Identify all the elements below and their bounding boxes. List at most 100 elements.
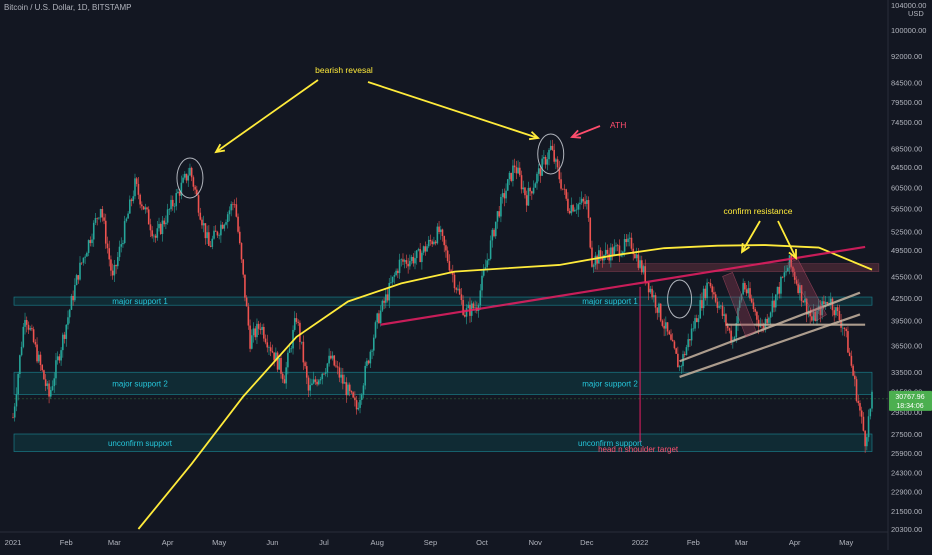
candle-body <box>864 430 866 447</box>
candle-body <box>340 374 342 378</box>
candle-body <box>343 382 346 384</box>
candle-body <box>86 252 88 257</box>
candle-body <box>694 318 696 329</box>
candle-body <box>190 167 193 178</box>
candle-body <box>580 198 583 203</box>
candle-body <box>159 223 162 235</box>
candle-body <box>55 360 57 379</box>
candle-body <box>410 256 413 261</box>
candle-body <box>608 253 610 261</box>
x-tick-label: Apr <box>789 538 801 547</box>
candle-body <box>421 252 423 263</box>
candle-body <box>142 206 145 210</box>
candle-body <box>429 239 432 242</box>
candle-body <box>730 330 732 343</box>
candle-body <box>836 307 839 311</box>
candle-body <box>773 300 775 308</box>
arrow-reversal-left <box>215 79 319 153</box>
candle-body <box>311 383 313 386</box>
candle-body <box>161 220 164 235</box>
pattern-box <box>787 258 827 322</box>
candle-body <box>690 328 693 341</box>
candle-body <box>659 303 662 321</box>
arrow-resistance-left-head <box>740 242 750 254</box>
candle-body <box>635 254 638 259</box>
candle-body <box>180 182 183 196</box>
candle-body <box>414 258 416 264</box>
candle-body <box>67 317 69 325</box>
candle-body <box>201 219 203 226</box>
candle-body <box>532 187 535 194</box>
y-tick-label: 21500.00 <box>891 507 922 516</box>
candle-body <box>292 329 294 349</box>
candle-body <box>19 355 21 374</box>
candle-body <box>623 239 626 252</box>
candle-body <box>584 201 586 204</box>
candle-body <box>206 232 208 239</box>
y-tick-label: 56500.00 <box>891 205 922 214</box>
candle-body <box>816 310 818 321</box>
y-tick-label: 104000.00 <box>891 1 926 10</box>
candle-body <box>486 260 488 268</box>
candle-body <box>137 183 140 195</box>
arrow-ath-head <box>570 129 582 139</box>
candle-body <box>833 310 836 316</box>
candle-body <box>441 229 444 237</box>
candle-body <box>242 259 245 275</box>
candle-body <box>89 240 92 244</box>
target-label: head n shoulder target <box>598 445 679 454</box>
candle-body <box>58 356 61 361</box>
candle-body <box>115 264 117 267</box>
arrow-reversal-right <box>367 81 539 139</box>
pattern-box <box>722 272 757 338</box>
y-tick-label: 74500.00 <box>891 118 922 127</box>
candle-body <box>158 223 160 229</box>
candle-body <box>793 272 796 280</box>
candle-body <box>838 310 841 320</box>
candle-body <box>175 193 178 207</box>
candle-body <box>543 157 545 159</box>
candle-body <box>80 262 83 264</box>
candle-body <box>582 198 585 202</box>
candle-body <box>733 337 736 341</box>
candle-body <box>738 300 741 308</box>
candle-body <box>324 372 327 374</box>
candle-body <box>345 382 348 396</box>
candle-body <box>120 244 123 247</box>
candle-body <box>359 399 361 408</box>
candle-body <box>701 300 703 309</box>
candle-body <box>867 416 870 438</box>
candle-body <box>718 306 720 308</box>
candle-body <box>592 265 595 267</box>
candle-body <box>697 318 700 323</box>
candle-body <box>125 218 128 222</box>
x-tick-label: Jul <box>319 538 329 547</box>
candle-body <box>541 158 543 176</box>
candle-body <box>754 309 756 312</box>
candle-body <box>567 198 569 211</box>
candle-body <box>869 408 872 417</box>
candle-body <box>464 314 466 317</box>
candle-body <box>360 394 363 400</box>
candle-body <box>764 318 767 329</box>
candle-body <box>512 165 514 181</box>
highlight-circle <box>537 133 565 175</box>
x-tick-label: May <box>212 538 226 547</box>
candle-body <box>780 276 782 294</box>
price-badge <box>889 390 932 411</box>
candle-body <box>749 288 751 299</box>
candle-body <box>92 222 95 240</box>
y-tick-label: 42500.00 <box>891 294 922 303</box>
candle-body <box>707 282 710 284</box>
candle-body <box>400 259 403 260</box>
candle-body <box>520 175 523 190</box>
y-tick-label: 24300.00 <box>891 469 922 478</box>
candle-body <box>460 294 463 301</box>
candle-body <box>678 366 681 368</box>
candle-body <box>129 199 131 214</box>
arrow-ath <box>571 125 601 138</box>
candle-body <box>144 207 147 210</box>
candle-body <box>304 362 306 367</box>
candle-body <box>49 390 52 397</box>
